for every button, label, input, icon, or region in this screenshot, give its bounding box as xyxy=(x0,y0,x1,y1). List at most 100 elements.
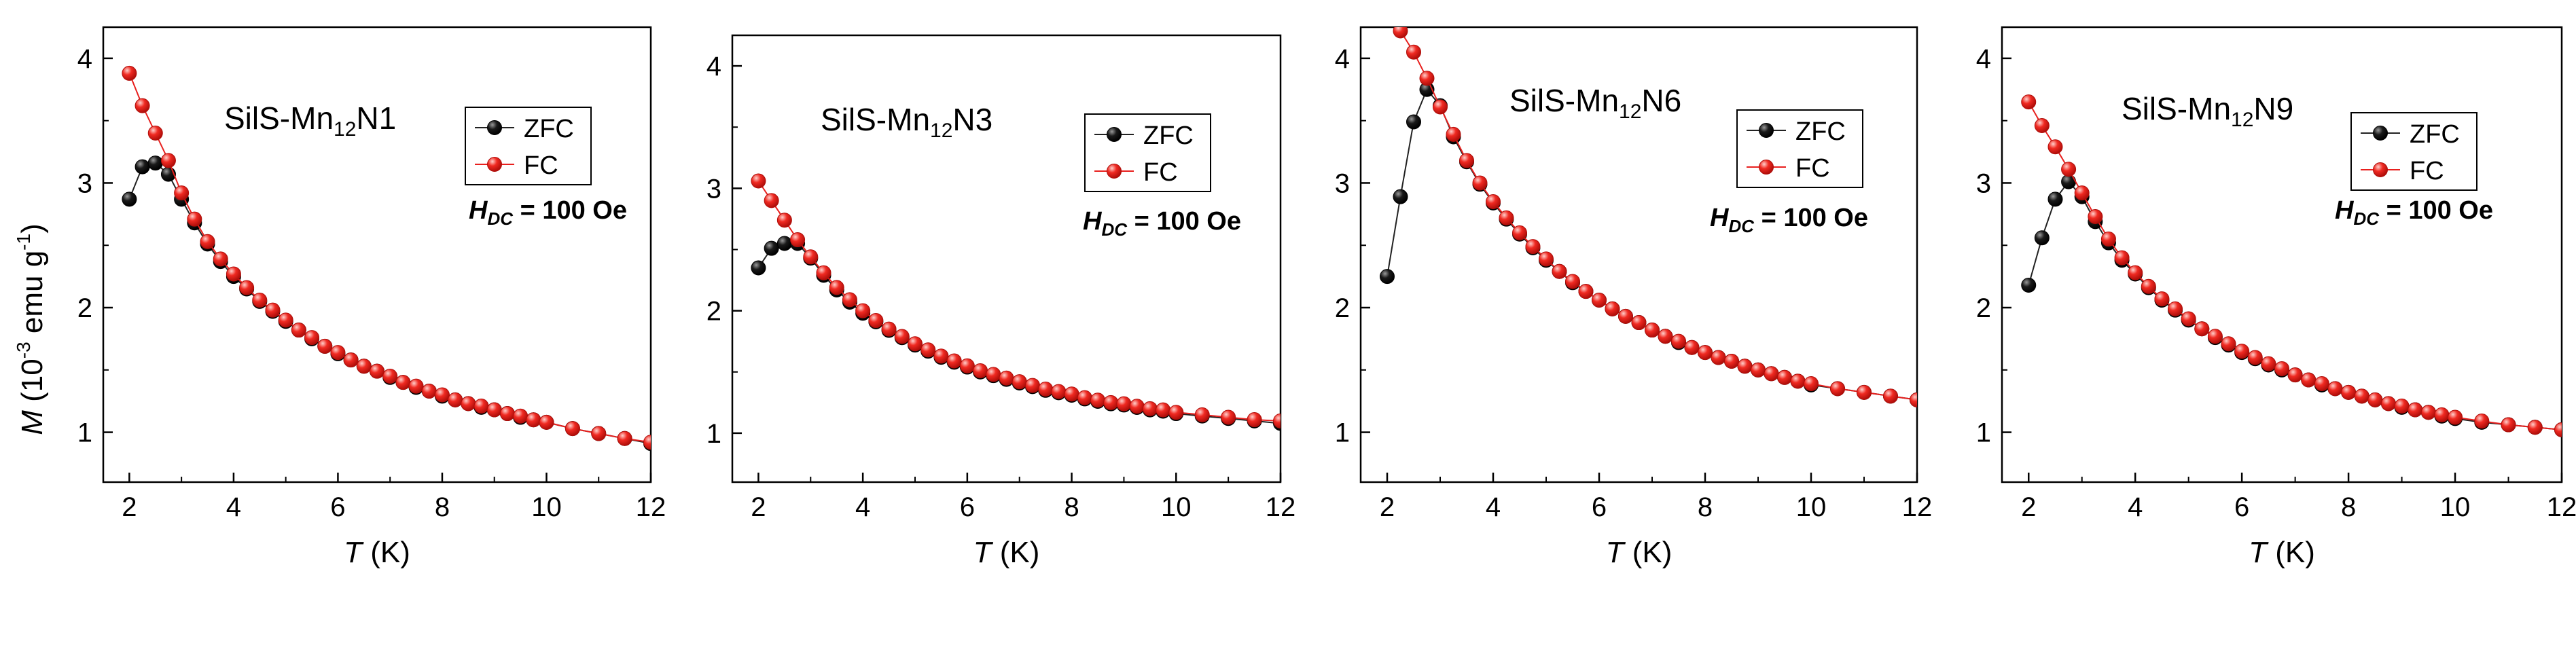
x-tick-label: 6 xyxy=(2234,492,2249,522)
data-point-fc xyxy=(591,426,607,441)
data-point-fc xyxy=(643,435,651,450)
data-point-fc xyxy=(2154,291,2170,307)
data-point-fc xyxy=(304,330,320,346)
y-tick-label: 3 xyxy=(1335,168,1350,198)
data-point-fc xyxy=(881,321,897,337)
data-point-fc xyxy=(2341,384,2357,400)
data-point-fc xyxy=(421,384,437,399)
data-point-fc xyxy=(2141,278,2156,294)
legend-label: ZFC xyxy=(1143,122,1194,150)
data-point-fc xyxy=(2327,381,2343,397)
data-point-fc xyxy=(2408,402,2423,418)
data-point-fc xyxy=(1459,153,1474,168)
data-point-fc xyxy=(1578,284,1594,299)
data-point-fc xyxy=(999,370,1014,386)
data-point-fc xyxy=(1194,407,1210,422)
chart-title: SilS-Mn12N1 xyxy=(224,100,396,141)
data-point-fc xyxy=(2034,118,2050,134)
data-point-fc xyxy=(829,280,844,295)
data-point-fc xyxy=(239,280,255,295)
x-tick-label: 2 xyxy=(751,492,766,522)
data-point-zfc xyxy=(2061,174,2077,189)
data-point-fc xyxy=(2394,399,2410,414)
x-tick-label: 10 xyxy=(531,492,562,522)
data-point-fc xyxy=(2448,409,2463,425)
data-point-fc xyxy=(2474,414,2490,429)
data-point-fc xyxy=(933,348,949,364)
data-point-fc xyxy=(1051,384,1067,399)
y-axis-label: M (10-3 emu g-1) xyxy=(13,223,49,435)
chart-title: SilS-Mn12N3 xyxy=(821,102,992,142)
data-point-fc xyxy=(2367,392,2383,407)
y-tick-label: 4 xyxy=(77,44,92,74)
data-point-fc xyxy=(226,266,241,282)
y-tick-label: 1 xyxy=(706,419,721,449)
y-tick-label: 1 xyxy=(77,418,92,448)
data-point-fc xyxy=(790,232,806,248)
data-point-zfc xyxy=(135,159,150,175)
data-point-fc xyxy=(1724,353,1739,369)
data-point-fc xyxy=(1764,366,1779,382)
y-tick-label: 4 xyxy=(1335,44,1350,74)
legend-box xyxy=(1084,113,1211,192)
data-point-fc xyxy=(539,414,554,430)
data-point-zfc xyxy=(764,240,779,256)
data-point-fc xyxy=(1090,392,1105,408)
data-point-fc xyxy=(526,412,541,428)
legend-marker xyxy=(2373,162,2388,177)
data-point-fc xyxy=(122,65,137,81)
y-tick-label: 1 xyxy=(1976,418,1991,448)
x-tick-label: 10 xyxy=(1796,492,1827,522)
x-tick-label: 12 xyxy=(1902,492,1933,522)
legend-box xyxy=(1736,109,1863,188)
data-point-fc xyxy=(2261,356,2276,371)
data-point-fc xyxy=(855,303,871,318)
data-point-fc xyxy=(1857,384,1872,400)
data-point-fc xyxy=(617,431,632,446)
data-layer xyxy=(122,65,651,452)
data-point-fc xyxy=(1883,388,1898,404)
data-layer xyxy=(751,173,1281,431)
x-tick-label: 2 xyxy=(122,492,137,522)
data-point-fc xyxy=(1631,315,1647,331)
data-point-fc xyxy=(265,302,281,318)
field-annotation: HDC = 100 Oe xyxy=(1083,207,1241,240)
x-tick-label: 12 xyxy=(2547,492,2576,522)
data-point-fc xyxy=(1790,373,1806,389)
data-point-fc xyxy=(1684,340,1700,355)
data-point-fc xyxy=(2301,372,2316,388)
data-point-fc xyxy=(1221,409,1236,425)
data-point-fc xyxy=(448,392,463,407)
x-axis-label: T (K) xyxy=(1606,536,1672,569)
series-line-zfc xyxy=(757,242,1281,424)
data-point-fc xyxy=(252,293,268,308)
legend-marker xyxy=(2373,126,2388,141)
data-point-fc xyxy=(2420,405,2436,420)
data-point-fc xyxy=(1064,386,1079,402)
data-point-fc xyxy=(461,396,476,412)
data-layer xyxy=(1380,27,1917,407)
legend: ZFC FC xyxy=(2350,112,2477,191)
data-point-fc xyxy=(160,153,176,168)
data-point-fc xyxy=(1698,345,1713,361)
data-point-fc xyxy=(842,292,857,308)
data-point-fc xyxy=(2047,139,2063,155)
data-point-fc xyxy=(356,359,372,374)
data-point-fc xyxy=(330,345,346,361)
data-point-zfc xyxy=(1393,189,1408,204)
field-annotation: HDC = 100 Oe xyxy=(469,196,627,229)
data-point-zfc xyxy=(2047,191,2063,207)
data-point-fc xyxy=(920,342,936,358)
x-tick-label: 8 xyxy=(435,492,450,522)
data-point-fc xyxy=(776,213,792,228)
data-point-fc xyxy=(1645,323,1660,338)
data-point-fc xyxy=(174,185,190,201)
data-point-fc xyxy=(1499,210,1514,225)
data-point-fc xyxy=(1605,301,1620,316)
data-point-fc xyxy=(1512,225,1527,240)
data-point-fc xyxy=(894,329,910,344)
data-point-zfc xyxy=(751,260,766,276)
